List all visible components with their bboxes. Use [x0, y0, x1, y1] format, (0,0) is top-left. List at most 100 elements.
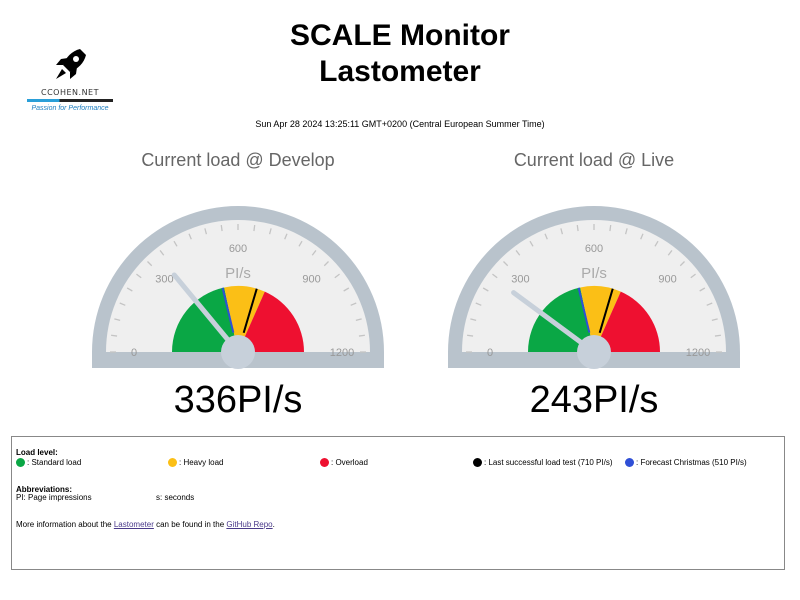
gauge-tick [188, 233, 192, 240]
gauge-tick [515, 250, 521, 256]
gauge-tick-label: 300 [511, 273, 529, 285]
gauge-dial: 0 300 600 900 1200 PI/s [448, 206, 740, 369]
gauge-tick [560, 228, 564, 235]
zone-heavy [224, 286, 265, 352]
gauge-face [462, 220, 726, 352]
gauge-hub [577, 335, 611, 369]
gauge-tick [355, 318, 362, 322]
gauge-tick [640, 233, 644, 240]
black-dot-icon [473, 458, 482, 468]
last-test-marker [242, 288, 258, 334]
gauge-tick [111, 334, 118, 337]
page-title-line2: Lastometer [319, 55, 481, 88]
gauge-tick [358, 334, 365, 337]
last-test-marker [598, 288, 614, 334]
gauge-tick [576, 225, 579, 232]
gauge-tick [119, 302, 126, 306]
gauge-tick-label: 1200 [686, 347, 710, 359]
logo-divider [27, 99, 113, 102]
gauge-tick-label: 0 [487, 347, 493, 359]
gauge-tick [492, 273, 498, 279]
page-title-line1: SCALE Monitor [290, 19, 510, 52]
gauge-tick [609, 225, 612, 232]
legend-heavy-label: : Heavy load [179, 458, 224, 467]
gauge-tick [173, 240, 178, 247]
legend-load-title: Load level: [16, 448, 58, 457]
more-info-prefix: More information about the [16, 520, 114, 529]
gauge-tick [475, 302, 482, 306]
gauge-tick [136, 273, 142, 279]
legend-abbrev-title: Abbreviations: [16, 485, 73, 494]
gauge-tick [126, 287, 133, 292]
gauge-develop: Current load @ Develop 0 300 600 900 1200 PI/… [88, 148, 388, 422]
gauge-tick [529, 240, 534, 247]
legend-forecast-label: : Forecast Christmas (510 PI/s) [636, 458, 747, 467]
legend-standard: : Standard load [16, 458, 82, 468]
legend-panel: Load level: : Standard load : Heavy load… [11, 436, 785, 570]
gauge-tick [706, 302, 713, 306]
legend-standard-label: : Standard load [27, 458, 82, 467]
gauge-tick-label: 600 [229, 243, 247, 255]
lastometer-link[interactable]: Lastometer [113, 520, 154, 529]
gauge-tick [159, 250, 165, 256]
gauge-tick [298, 240, 303, 247]
forecast-marker [577, 287, 591, 333]
red-dot-icon [320, 458, 329, 468]
gauge-tick [268, 228, 272, 235]
gauge-value: 336PI/s [173, 379, 303, 421]
gauge-tick-label: 900 [302, 273, 320, 285]
gauge-tick-label: 0 [131, 347, 137, 359]
gauge-tick [323, 261, 329, 267]
gauge-tick [204, 228, 208, 235]
logo-brand: CCOHEN.NET [41, 88, 99, 97]
gauge-unit-label: PI/s [581, 265, 607, 282]
gauge-unit-label: PI/s [225, 265, 251, 282]
more-info-middle: can be found in the [153, 520, 227, 529]
gauge-tick [114, 318, 121, 322]
more-info-suffix: . [272, 520, 275, 529]
legend-overload-label: : Overload [331, 458, 368, 467]
rocket-icon [56, 49, 86, 79]
gauge-title: Current load @ Develop [141, 150, 335, 170]
gauge-tick [711, 318, 718, 322]
gauge-tick [350, 302, 357, 306]
legend-last-test: : Last successful load test (710 PI/s) [473, 458, 613, 468]
zone-overload [238, 291, 304, 352]
gauge-hub [221, 335, 255, 369]
gauge-tick [253, 225, 256, 232]
gauge-tick [624, 228, 628, 235]
gauge-tick-label: 300 [155, 273, 173, 285]
gauge-tick [714, 334, 721, 337]
gauge-tick [147, 261, 153, 267]
gauge-face [106, 220, 370, 352]
logo: CCOHEN.NET Passion for Performance [25, 45, 115, 125]
yellow-dot-icon [168, 458, 177, 468]
zone-overload [594, 291, 660, 352]
blue-dot-icon [625, 458, 634, 468]
github-repo-link[interactable]: GitHub Repo [226, 520, 273, 529]
gauge-tick [284, 233, 288, 240]
gauge-tick [311, 250, 317, 256]
timestamp: Sun Apr 28 2024 13:25:11 GMT+0200 (Centr… [255, 119, 545, 129]
gauge-tick [654, 240, 659, 247]
gauge-tick-label: 600 [585, 243, 603, 255]
abbrev-s: s: seconds [156, 493, 195, 502]
abbrev-pi: PI: Page impressions [16, 493, 92, 502]
zone-standard [528, 287, 594, 352]
gauge-title: Current load @ Live [513, 150, 675, 170]
legend-last-test-label: : Last successful load test (710 PI/s) [484, 458, 613, 467]
gauge-value: 243PI/s [529, 379, 659, 421]
gauge-tick [699, 287, 706, 292]
green-dot-icon [16, 458, 25, 468]
gauge-tick-label: 900 [658, 273, 676, 285]
logo-tagline: Passion for Performance [31, 105, 109, 112]
gauge-tick [679, 261, 685, 267]
gauge-dial: 0 300 600 900 1200 PI/s [92, 206, 384, 369]
forecast-marker [221, 287, 235, 333]
gauge-tick [667, 250, 673, 256]
gauge-tick [544, 233, 548, 240]
more-info: More information about the Lastometer ca… [16, 520, 275, 529]
page-title: SCALE Monitor Lastometer [0, 18, 800, 90]
gauge-tick [334, 273, 340, 279]
legend-forecast: : Forecast Christmas (510 PI/s) [625, 458, 747, 468]
